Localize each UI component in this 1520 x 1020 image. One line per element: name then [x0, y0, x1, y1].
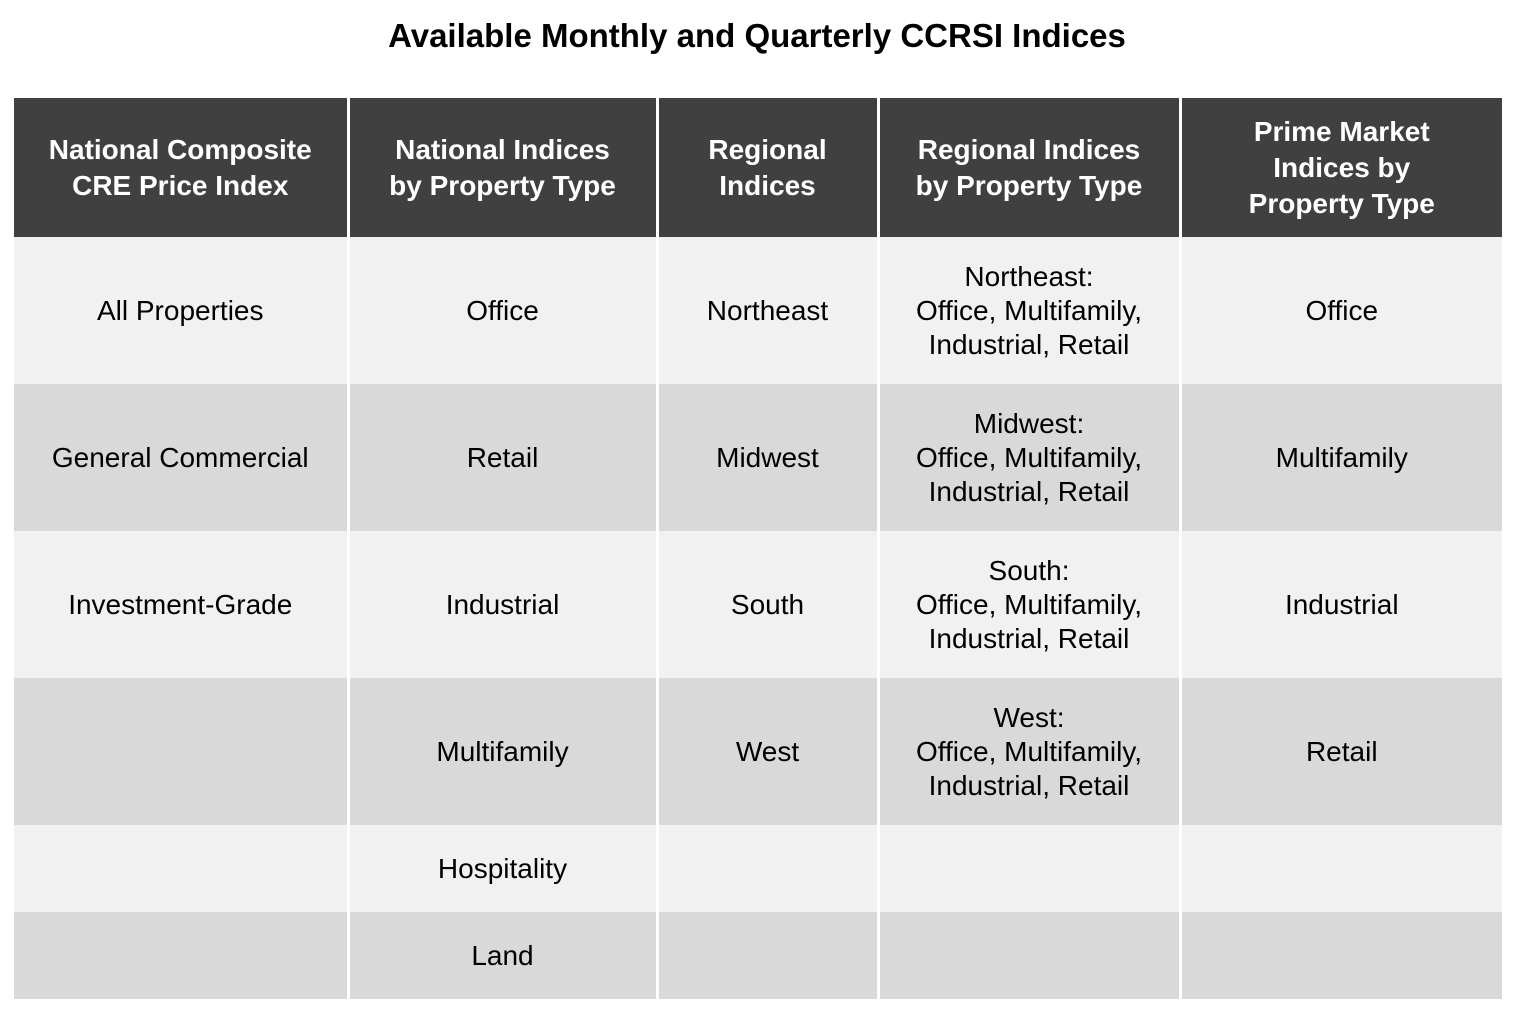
table-cell: Investment-Grade — [14, 531, 350, 678]
table-cell — [876, 825, 1182, 912]
table-cell: Multifamily — [346, 678, 659, 825]
table-cell — [14, 678, 350, 825]
table-cell: West: Office, Multifamily, Industrial, R… — [876, 678, 1182, 825]
table-cell: Northeast — [655, 237, 880, 384]
table-cell — [876, 912, 1182, 999]
table-row: Multifamily West West: Office, Multifami… — [14, 678, 1502, 825]
table-cell: Industrial — [1178, 531, 1502, 678]
table-cell: General Commercial — [14, 384, 350, 531]
table-cell: All Properties — [14, 237, 350, 384]
table-cell: Office — [346, 237, 659, 384]
table-cell: West — [655, 678, 880, 825]
table-row: Land — [14, 912, 1502, 999]
table-cell: Retail — [346, 384, 659, 531]
table-cell: Office — [1178, 237, 1502, 384]
table-cell — [1178, 825, 1502, 912]
table-cell: Midwest — [655, 384, 880, 531]
table-cell — [14, 825, 350, 912]
table-cell: South: Office, Multifamily, Industrial, … — [876, 531, 1182, 678]
table-cell: South — [655, 531, 880, 678]
table-cell — [655, 825, 880, 912]
table-cell: Industrial — [346, 531, 659, 678]
column-header-regional: Regional Indices — [655, 98, 880, 237]
column-header-national-composite: National Composite CRE Price Index — [14, 98, 350, 237]
table-cell: Hospitality — [346, 825, 659, 912]
column-header-regional-by-property-type: Regional Indices by Property Type — [876, 98, 1182, 237]
table-row: All Properties Office Northeast Northeas… — [14, 237, 1502, 384]
table-cell — [14, 912, 350, 999]
table-cell — [1178, 912, 1502, 999]
indices-table: National Composite CRE Price Index Natio… — [14, 98, 1502, 999]
table-cell: Northeast: Office, Multifamily, Industri… — [876, 237, 1182, 384]
column-header-national-by-property-type: National Indices by Property Type — [346, 98, 659, 237]
table-header-row: National Composite CRE Price Index Natio… — [14, 98, 1502, 237]
table-cell — [655, 912, 880, 999]
page-title: Available Monthly and Quarterly CCRSI In… — [388, 17, 1126, 54]
table-cell: Retail — [1178, 678, 1502, 825]
table-row: Hospitality — [14, 825, 1502, 912]
table-cell: Land — [346, 912, 659, 999]
table-row: Investment-Grade Industrial South South:… — [14, 531, 1502, 678]
table-cell: Midwest: Office, Multifamily, Industrial… — [876, 384, 1182, 531]
table-cell: Multifamily — [1178, 384, 1502, 531]
table-row: General Commercial Retail Midwest Midwes… — [14, 384, 1502, 531]
column-header-prime-market: Prime Market Indices by Property Type — [1178, 98, 1502, 237]
